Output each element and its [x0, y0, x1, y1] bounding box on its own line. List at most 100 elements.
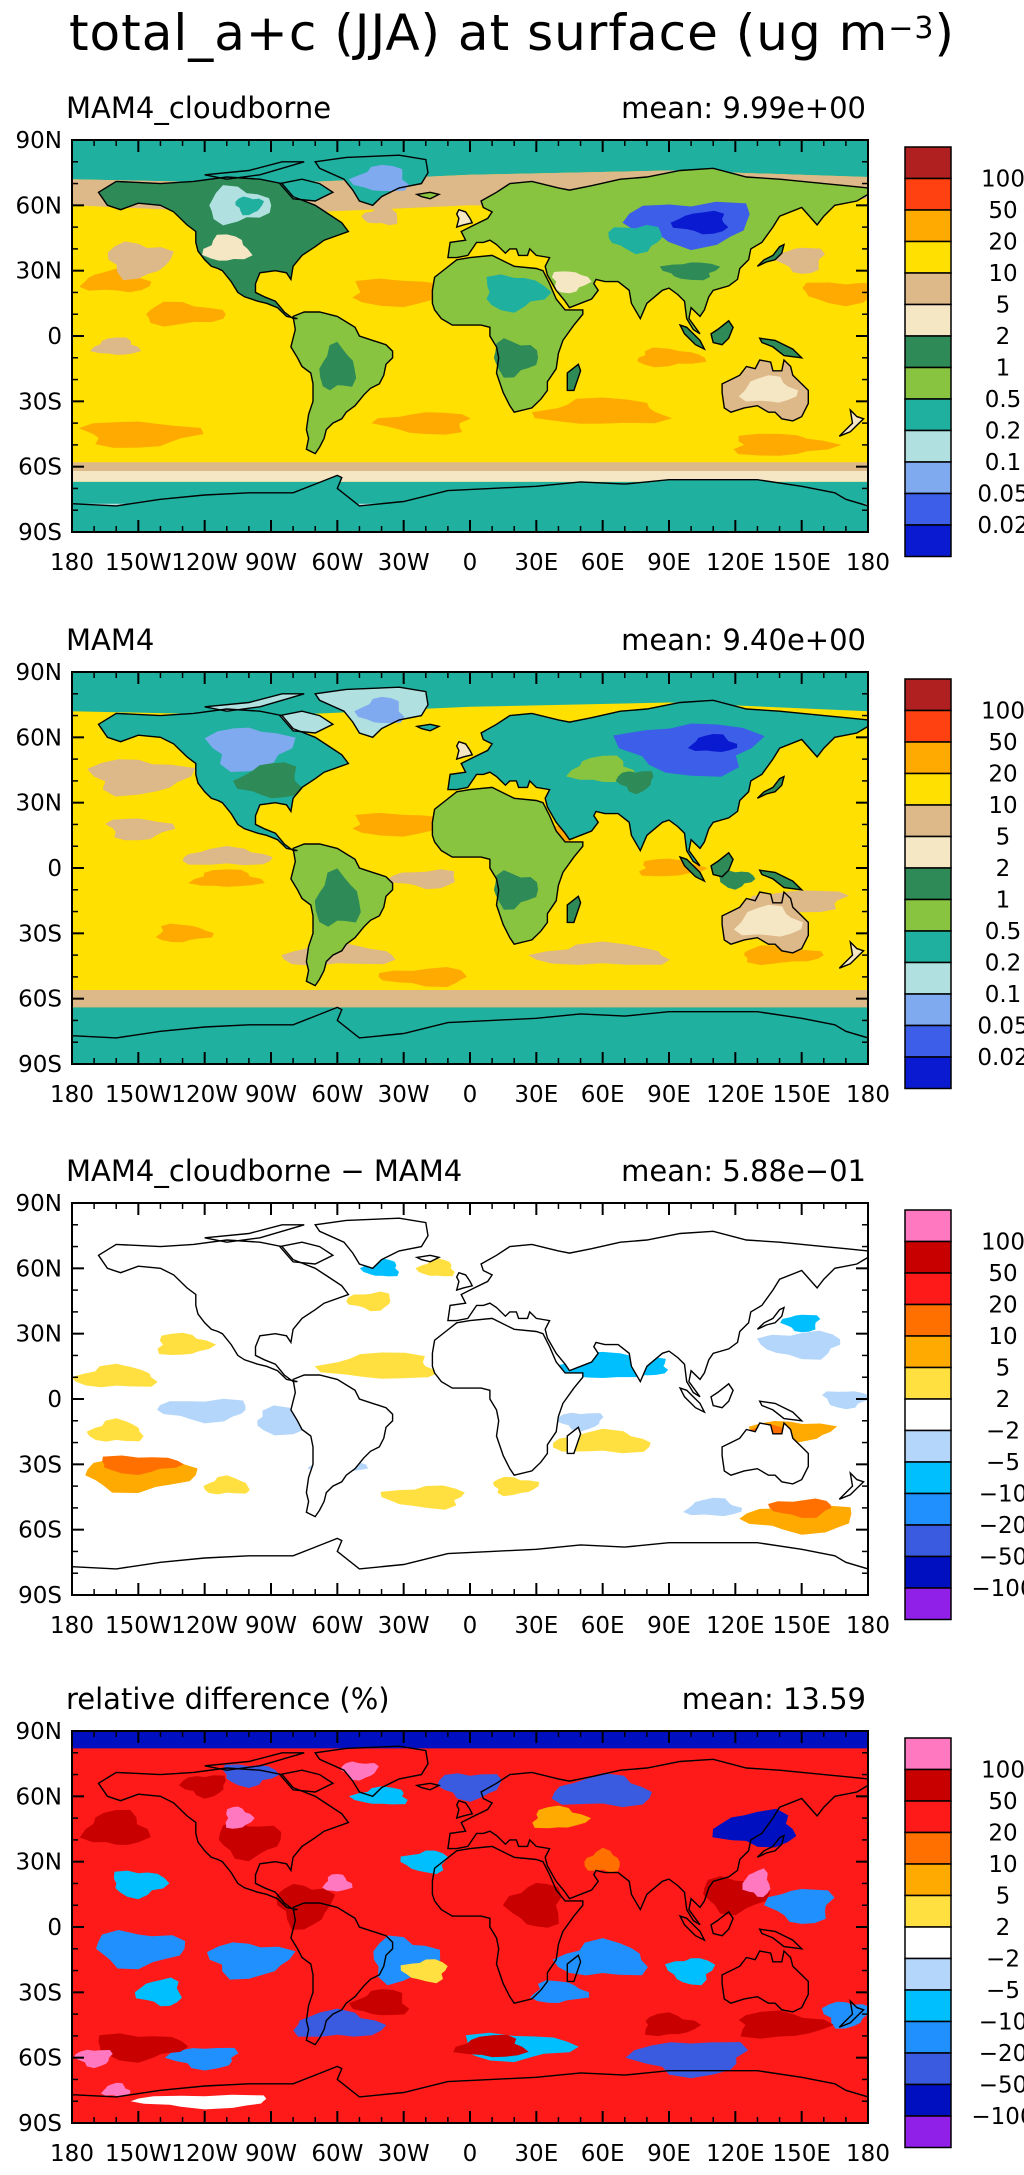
lon-tick-label: 60W: [311, 2141, 363, 2167]
colorbar-label: −50: [979, 1545, 1024, 1571]
colorbar-label: 10: [988, 1852, 1017, 1878]
colorbar-label: 50: [988, 730, 1017, 756]
coastline-sumatra: [678, 1914, 706, 1942]
colorbar-label: 100: [981, 1758, 1024, 1784]
coastline-namerica: [97, 708, 350, 852]
figure-title: total_a+c (JJA) at surface (ug m−3): [68, 4, 956, 62]
coastline-arctic_is: [204, 693, 305, 712]
coastline-australia: [721, 358, 809, 422]
lon-tick-label: 120W: [171, 550, 238, 576]
coastline-borneo: [710, 1910, 734, 1937]
colorbar-label: 0.05: [977, 482, 1024, 508]
lon-tick-label: 150E: [772, 1082, 830, 1108]
colorbar-swatch: [904, 1831, 952, 1865]
colorbar-label: −2: [986, 1419, 1020, 1445]
coastline-greenland: [313, 686, 429, 739]
coastline-eurasia: [447, 167, 868, 335]
colorbar-label: 2: [996, 1387, 1011, 1413]
lat-tick-label: 0: [47, 856, 62, 882]
colorbar-swatch: [904, 272, 952, 306]
lat-tick-label: 30N: [16, 791, 62, 817]
colorbar-swatch: [904, 804, 952, 838]
colorbar-label: 50: [988, 1789, 1017, 1815]
colorbar-swatch: [904, 1989, 952, 2023]
lon-tick-label: 150E: [772, 550, 830, 576]
panel-relative-difference: relative difference (%) mean: 13.59 90N 6…: [0, 1681, 1024, 2175]
colorbar-swatch: [904, 1737, 952, 1771]
colorbar-swatch: [904, 1366, 952, 1400]
colorbar-label: 1: [996, 888, 1011, 914]
lon-tick-label: 120E: [706, 1082, 764, 1108]
panel-mam4: MAM4 mean: 9.40e+00 90N 60N 30N 0 30S 60S 90S 1…: [0, 622, 1024, 1122]
lon-tick-label: 90W: [245, 1613, 297, 1639]
lon-tick-label: 60E: [581, 2141, 625, 2167]
colorbar-swatch: [904, 240, 952, 274]
colorbar: 100 50 20 10 5 2 1 0.5 0.2 0.1 0.05 0.02: [904, 678, 1024, 1090]
lat-tick-label: 60S: [18, 987, 62, 1013]
lat-tick-label: 60S: [18, 1518, 62, 1544]
colorbar-swatch: [904, 835, 952, 869]
coastline-madagascar: [566, 1426, 582, 1455]
lat-tick-label: 90N: [16, 660, 62, 686]
colorbar-label: −20: [979, 1513, 1024, 1539]
colorbar-label: 0.5: [985, 919, 1022, 945]
panel-label: MAM4_cloudborne: [66, 91, 332, 125]
colorbar-swatch: [904, 429, 952, 463]
colorbar-label: 20: [988, 1821, 1017, 1847]
map-field: [72, 1203, 868, 1595]
lon-tick-label: 120E: [706, 2141, 764, 2167]
lat-tick-label: 90S: [18, 1583, 62, 1609]
colorbar: 100 50 20 10 5 2 1 0.5 0.2 0.1 0.05 0.02: [904, 146, 1024, 558]
lon-tick-label: 30W: [378, 1613, 430, 1639]
lon-tick-label: 60W: [311, 1082, 363, 1108]
colorbar-label: −100: [971, 1576, 1024, 1602]
colorbar-swatch: [904, 1240, 952, 1274]
coastline-baffin: [278, 1241, 335, 1265]
map-difference: 90N 60N 30N 0 30S 60S 90S 180 150W 120W 90W 60W 30W 0…: [16, 1191, 1024, 1639]
coastline-sumatra: [678, 323, 706, 351]
colorbar-label: 20: [988, 230, 1017, 256]
lat-tick-label: 60N: [16, 725, 62, 751]
colorbar-label: 0.05: [977, 1014, 1024, 1040]
lon-tick-label: 30E: [514, 1613, 558, 1639]
coastline-namerica: [97, 1767, 350, 1911]
coastline-greenland: [313, 154, 429, 207]
colorbar-swatch: [904, 1056, 952, 1090]
coastline-eurasia: [447, 699, 868, 867]
lon-tick-label: 60W: [311, 550, 363, 576]
panel-label: relative difference (%): [66, 1682, 390, 1716]
colorbar-label: −2: [986, 1947, 1020, 1973]
colorbar-label: −10: [979, 1482, 1024, 1508]
lon-tick-label: 0: [463, 1613, 478, 1639]
colorbar-label: 0.2: [985, 951, 1022, 977]
lon-tick-label: 120W: [171, 1082, 238, 1108]
colorbar-label: 0.1: [985, 982, 1022, 1008]
colorbar-label: 0.2: [985, 419, 1022, 445]
panel-difference: MAM4_cloudborne − MAM4 mean: 5.88e−01 90…: [0, 1153, 1024, 1653]
lat-tick-label: 30S: [18, 389, 62, 415]
lon-tick-label: 120E: [706, 1613, 764, 1639]
map-axes: 90N 60N 30N 0 30S 60S 90S 180 150W 120W 90W 60W 30W 0…: [16, 1191, 890, 1639]
lon-tick-label: 30W: [378, 550, 430, 576]
coastlines: [72, 154, 868, 532]
colorbar-swatch: [904, 1768, 952, 1802]
panel-label: MAM4_cloudborne − MAM4: [66, 1154, 463, 1188]
coastline-nz: [838, 1470, 865, 1500]
lon-tick-label: 90W: [245, 2141, 297, 2167]
coastline-sumatra: [678, 1386, 706, 1414]
coastline-samerica: [290, 1902, 394, 2046]
lon-tick-label: 60E: [581, 1613, 625, 1639]
colorbar-label: 0.1: [985, 450, 1022, 476]
map-field: [72, 1731, 868, 2123]
coastline-iceland: [414, 723, 442, 732]
coastline-africa: [431, 254, 584, 413]
lat-tick-label: 30N: [16, 259, 62, 285]
coastline-antarctica: [72, 1006, 868, 1064]
map-axes: 90N 60N 30N 0 30S 60S 90S 180 150W 120W 90W 60W 30W 0…: [16, 128, 890, 576]
colorbar-label: −50: [979, 2073, 1024, 2099]
colorbar-swatch: [904, 303, 952, 337]
lat-tick-label: 90S: [18, 520, 62, 546]
map-axes: 90N 60N 30N 0 30S 60S 90S 180 150W 120W 90W 60W 30W 0…: [16, 660, 890, 1108]
coastline-greenland: [313, 1745, 429, 1798]
lat-tick-label: 90N: [16, 1719, 62, 1745]
